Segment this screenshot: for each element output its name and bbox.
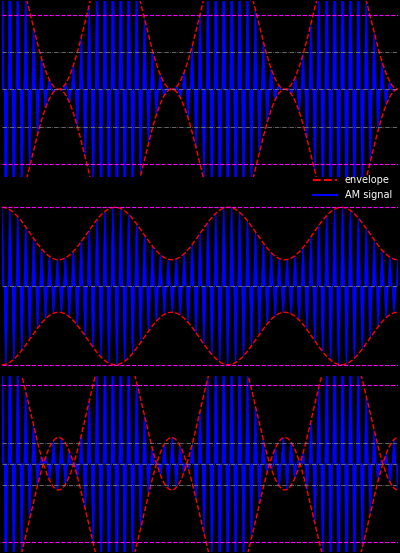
Legend: envelope, AM signal: envelope, AM signal: [309, 171, 396, 204]
